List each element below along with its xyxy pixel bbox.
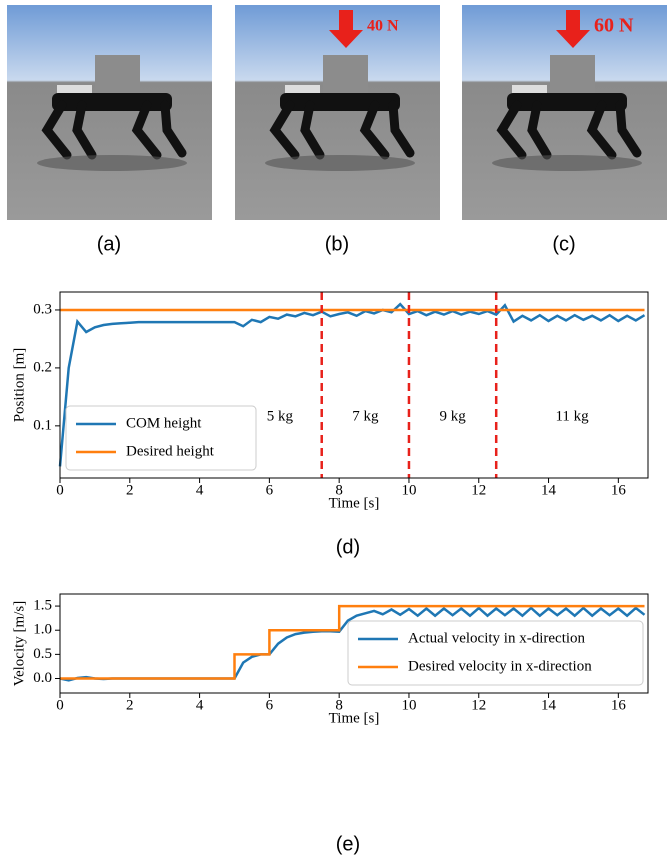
y-axis-label: Position [m]: [11, 348, 27, 423]
x-tick-label: 0: [56, 482, 64, 498]
y-tick-label: 0.0: [33, 670, 52, 686]
legend-label: Desired height: [126, 443, 215, 459]
legend-label: Actual velocity in x-direction: [408, 630, 586, 646]
force-label: 60 N: [594, 15, 634, 37]
legend-label: COM height: [126, 415, 202, 431]
panel-caption: (b): [325, 233, 349, 255]
x-tick-label: 6: [266, 697, 274, 713]
x-tick-label: 16: [611, 482, 627, 498]
y-tick-label: 0.5: [33, 646, 52, 662]
x-tick-label: 12: [471, 697, 486, 713]
image-panel: 60 N: [462, 5, 667, 220]
panel-caption: (c): [552, 233, 575, 255]
legend: COM height Desired height: [66, 406, 256, 470]
x-tick-label: 0: [56, 697, 64, 713]
x-tick-label: 10: [401, 482, 416, 498]
y-tick-label: 1.5: [33, 598, 52, 614]
page: (a)40 N(b)60 N(c)0.10.20.30246810121416T…: [0, 0, 671, 860]
image-panel: 40 N: [235, 5, 440, 220]
photo: [7, 5, 212, 220]
y-axis-label: Velocity [m/s]: [11, 601, 27, 686]
x-tick-label: 14: [541, 697, 557, 713]
y-tick-label: 1.0: [33, 622, 52, 638]
y-tick-label: 0.1: [33, 417, 52, 433]
panel-caption: (d): [336, 536, 360, 558]
x-tick-label: 14: [541, 482, 557, 498]
y-tick-label: 0.2: [33, 359, 52, 375]
x-axis-label: Time [s]: [329, 495, 380, 511]
force-label: 40 N: [367, 18, 399, 35]
x-tick-label: 10: [401, 697, 416, 713]
figure: (a)40 N(b)60 N(c)0.10.20.30246810121416T…: [0, 0, 671, 860]
panel-caption: (e): [336, 833, 360, 855]
x-tick-label: 4: [196, 482, 204, 498]
x-tick-label: 4: [196, 697, 204, 713]
x-tick-label: 2: [126, 697, 134, 713]
y-tick-label: 0.3: [33, 301, 52, 317]
x-tick-label: 6: [266, 482, 274, 498]
x-tick-label: 16: [611, 697, 627, 713]
x-tick-label: 2: [126, 482, 134, 498]
annotation: 7 kg: [352, 408, 379, 424]
panel-caption: (a): [97, 233, 121, 255]
x-axis-label: Time [s]: [329, 710, 380, 726]
annotation: 9 kg: [439, 408, 466, 424]
x-tick-label: 12: [471, 482, 486, 498]
legend-label: Desired velocity in x-direction: [408, 658, 592, 674]
legend: Actual velocity in x-direction Desired ve…: [348, 621, 643, 685]
annotation: 5 kg: [267, 408, 294, 424]
image-panel: [7, 5, 212, 220]
annotation: 11 kg: [555, 408, 589, 424]
